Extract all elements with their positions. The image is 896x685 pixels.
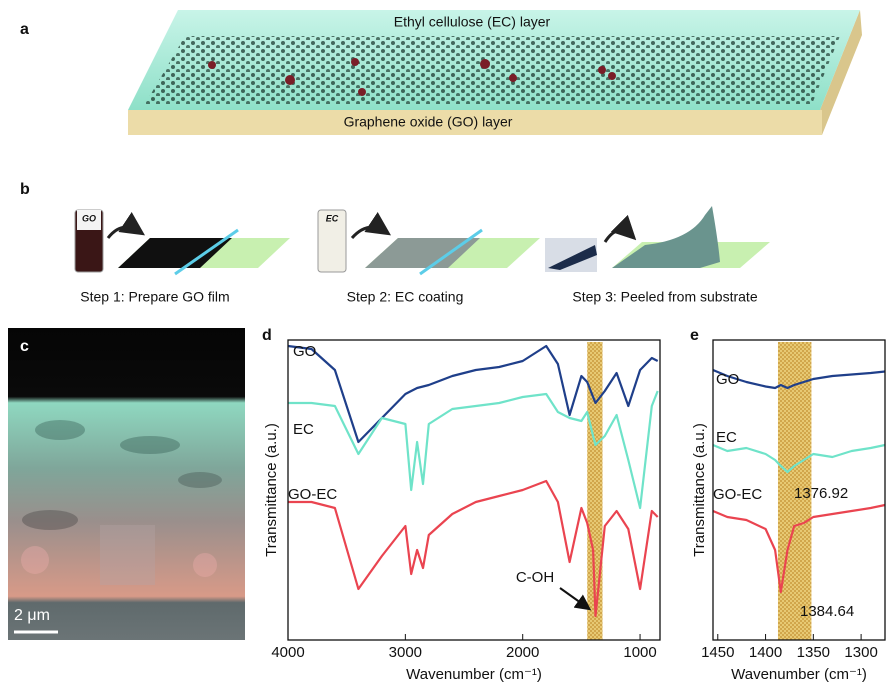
y-axis-label: Transmittance (a.u.) xyxy=(263,423,280,557)
panel-label: b xyxy=(20,181,30,198)
layer-label: Ethyl cellulose (EC) layer xyxy=(394,14,551,30)
layer-label: Graphene oxide (GO) layer xyxy=(344,114,513,130)
x-tick-label: 4000 xyxy=(271,644,304,661)
panel-label: a xyxy=(20,21,29,38)
step-caption: Step 2: EC coating xyxy=(347,289,464,305)
x-axis-label: Wavenumber (cm⁻¹) xyxy=(731,666,867,683)
panel-label: e xyxy=(690,327,699,344)
panel-label: d xyxy=(262,327,272,344)
x-tick-label: 1350 xyxy=(797,644,830,661)
y-axis-label: Transmittance (a.u.) xyxy=(691,423,708,557)
step-caption: Step 3: Peeled from substrate xyxy=(572,289,757,305)
series-label: GO-EC xyxy=(288,486,337,503)
step-3 xyxy=(545,206,770,272)
step-caption: Step 1: Prepare GO film xyxy=(80,289,229,305)
figure: a Ethyl cellulose (EC) layer Graphene ox… xyxy=(0,0,896,685)
step-1: GO xyxy=(75,210,290,274)
x-tick-label: 1300 xyxy=(844,644,877,661)
vial-label: GO xyxy=(82,213,96,223)
step-2: EC xyxy=(318,210,540,274)
annotation: 1376.92 xyxy=(794,485,848,502)
x-tick-label: 1000 xyxy=(623,644,656,661)
x-tick-label: 1400 xyxy=(749,644,782,661)
plot-frame xyxy=(288,340,660,640)
x-tick-label: 2000 xyxy=(506,644,539,661)
vial-label: EC xyxy=(326,213,339,223)
series-label: GO xyxy=(716,371,739,388)
x-tick-label: 3000 xyxy=(389,644,422,661)
series-label: EC xyxy=(716,429,737,446)
series-label: EC xyxy=(293,421,314,438)
series-label: GO xyxy=(293,343,316,360)
x-axis-label: Wavenumber (cm⁻¹) xyxy=(406,666,542,683)
x-tick-label: 1450 xyxy=(701,644,734,661)
graphene-lattice xyxy=(145,36,840,104)
scale-label: 2 μm xyxy=(14,607,50,624)
annotation: 1384.64 xyxy=(800,603,854,620)
series-label: GO-EC xyxy=(713,486,762,503)
annotation: C-OH xyxy=(516,569,554,586)
annotation-arrow xyxy=(560,588,588,608)
panel-label: c xyxy=(20,338,29,355)
